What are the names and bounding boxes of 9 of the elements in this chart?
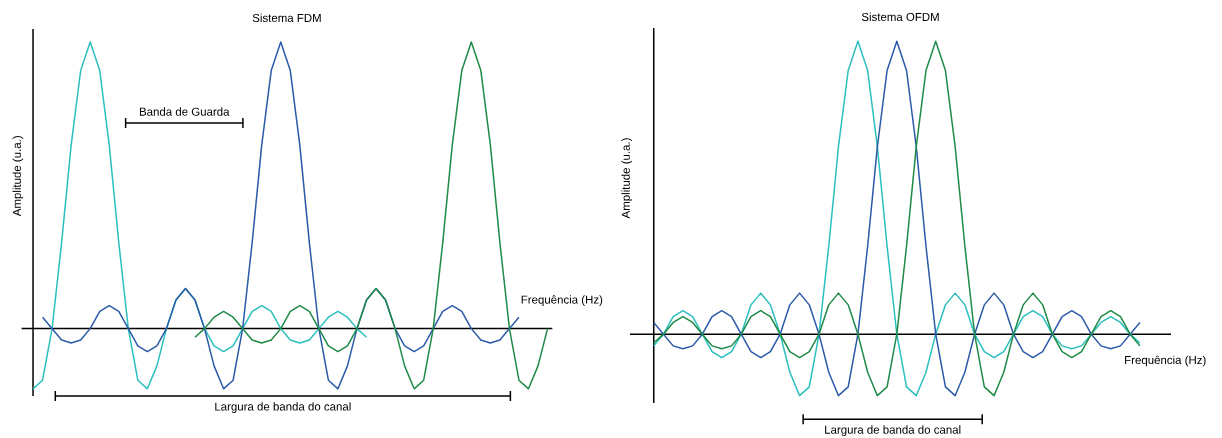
- text: Largura de banda do canal: [825, 425, 961, 436]
- chart-title: Sistema OFDM: [861, 12, 939, 21]
- x-axis-title: Frequência (Hz): [1125, 355, 1206, 367]
- x-axis-title: Frequência (Hz): [521, 295, 603, 306]
- y-axis-title: Amplitude (u.a.): [621, 138, 633, 219]
- chart-title: Sistema FDM: [252, 13, 321, 22]
- y-axis-title: Amplitude (u.a.): [12, 136, 24, 217]
- annotation: Banda de Guarda: [139, 107, 230, 116]
- text: Largura de banda do canal: [215, 402, 351, 413]
